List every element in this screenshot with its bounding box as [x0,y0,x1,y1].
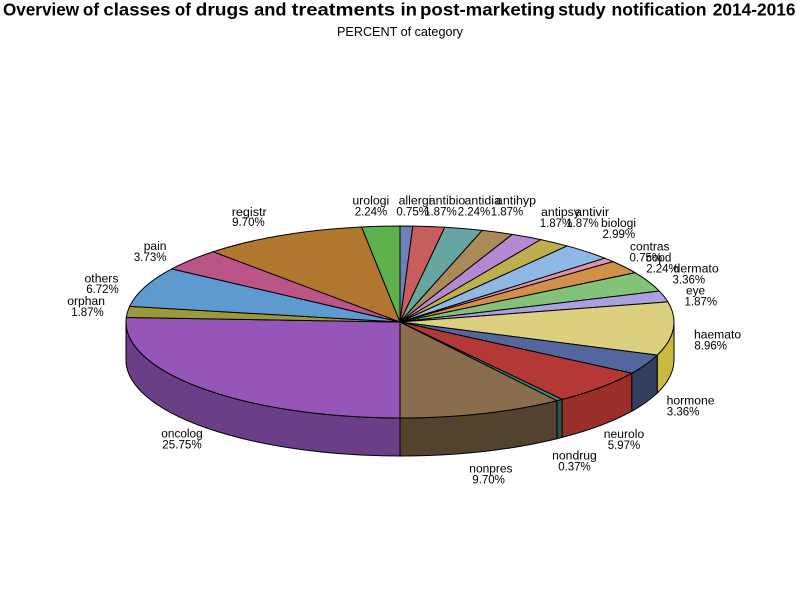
svg-text:1.87%: 1.87% [491,204,524,218]
svg-text:others: others [85,272,119,286]
svg-text:0.37%: 0.37% [558,460,591,474]
svg-text:antipsy: antipsy [541,205,581,219]
svg-text:copd: copd [646,251,671,265]
svg-text:haemato: haemato [694,328,741,342]
svg-text:classes: classes [103,0,170,20]
svg-text:of: of [175,0,191,20]
svg-text:3.36%: 3.36% [667,405,700,419]
svg-text:and: and [254,0,286,20]
svg-text:urologi: urologi [352,194,389,208]
svg-text:2.24%: 2.24% [458,204,491,218]
svg-text:5.97%: 5.97% [608,438,641,452]
svg-text:0.75%: 0.75% [396,204,429,218]
svg-text:nondrug: nondrug [552,449,597,463]
svg-text:3.36%: 3.36% [673,273,706,287]
svg-text:neurolo: neurolo [604,427,645,441]
svg-text:9.70%: 9.70% [472,472,505,486]
svg-text:oncolog: oncolog [161,427,202,441]
svg-text:in: in [401,0,418,20]
svg-text:drugs: drugs [196,0,250,20]
svg-text:orphan: orphan [67,294,105,308]
svg-text:9.70%: 9.70% [232,215,265,229]
svg-text:3.73%: 3.73% [134,250,167,264]
svg-text:1.87%: 1.87% [685,295,718,309]
svg-text:2014-2016: 2014-2016 [713,0,796,20]
svg-text:treatments: treatments [292,0,396,20]
svg-text:1.87%: 1.87% [424,204,457,218]
svg-text:2.24%: 2.24% [646,262,679,276]
svg-text:study: study [558,0,606,20]
svg-text:8.96%: 8.96% [694,339,727,353]
svg-text:1.87%: 1.87% [540,216,573,230]
svg-text:nonpres: nonpres [469,461,512,475]
svg-text:6.72%: 6.72% [86,282,119,296]
svg-text:allergi: allergi [399,194,432,208]
svg-text:2.99%: 2.99% [603,227,636,241]
svg-text:Overview: Overview [3,0,79,20]
svg-text:0.75%: 0.75% [630,251,663,265]
svg-text:registr: registr [232,205,267,219]
svg-text:1.87%: 1.87% [71,305,104,319]
svg-text:notification: notification [612,0,707,20]
svg-text:antivir: antivir [575,205,609,219]
svg-text:dermato: dermato [674,262,719,276]
svg-text:hormone: hormone [667,394,715,408]
svg-text:25.75%: 25.75% [162,438,202,452]
svg-text:pain: pain [144,239,167,253]
svg-text:contras: contras [630,240,670,254]
svg-text:antibio: antibio [429,194,466,208]
svg-text:1.87%: 1.87% [566,216,599,230]
svg-text:biologi: biologi [601,216,636,230]
svg-text:PERCENT of category: PERCENT of category [337,25,464,39]
svg-text:antidia: antidia [465,194,502,208]
svg-text:antihyp: antihyp [496,194,536,208]
svg-text:post-marketing: post-marketing [420,0,555,20]
svg-text:of: of [83,0,99,20]
svg-text:2.24%: 2.24% [355,204,388,218]
svg-text:eye: eye [686,284,705,298]
